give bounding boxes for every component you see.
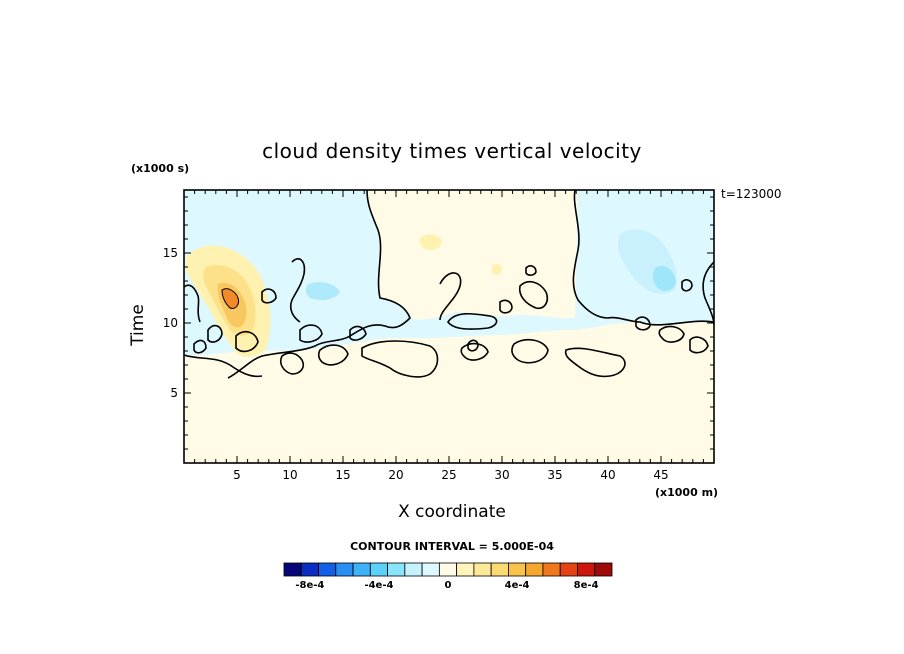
colorbar-swatch: [369, 562, 388, 577]
x-tick-label: 5: [233, 468, 241, 482]
x-axis-label: X coordinate: [398, 502, 506, 522]
x-tick-label: 45: [653, 468, 668, 482]
zero-contours: [184, 190, 714, 379]
colorbar-swatch: [456, 562, 475, 577]
colorbar-tick-label: -8e-4: [295, 580, 324, 591]
colorbar: -8e-4 -4e-4 0 4e-4 8e-4: [283, 562, 613, 591]
x-tick-label: 15: [335, 468, 350, 482]
colorbar-swatch: [577, 562, 596, 577]
colorbar-tick-label: -4e-4: [364, 580, 393, 591]
colorbar-swatch: [525, 562, 544, 577]
negative-core-right: [652, 265, 676, 291]
colorbar-swatch: [283, 562, 302, 577]
colorbar-swatch: [335, 562, 354, 577]
positive-maximum: [221, 288, 239, 309]
x-tick-label: 30: [494, 468, 509, 482]
colorbar-swatch: [387, 562, 406, 577]
colorbar-tick-label: 8e-4: [574, 580, 599, 591]
x-tick-label: 35: [547, 468, 562, 482]
y-tick-label: 5: [170, 386, 178, 400]
time-stamp: t=123000: [721, 187, 782, 201]
negative-region-left: [184, 190, 714, 356]
x-scale-note: (x1000 m): [655, 486, 719, 499]
colorbar-swatch: [594, 562, 613, 577]
x-tick-label: 20: [388, 468, 403, 482]
colorbar-swatch: [490, 562, 509, 577]
colorbar-tick-label: 0: [445, 580, 452, 591]
colorbar-swatch: [318, 562, 337, 577]
colorbar-swatch: [438, 562, 458, 577]
x-tick-label: 10: [282, 468, 297, 482]
contour-interval-label: CONTOUR INTERVAL = 5.000E-04: [350, 540, 554, 553]
axes: 5 10 15 20 25 30 35 40 45 5 10 15: [163, 190, 715, 482]
x-tick-label: 25: [441, 468, 456, 482]
y-tick-label: 15: [163, 246, 178, 260]
colorbar-swatch: [352, 562, 371, 577]
colorbar-swatch: [421, 562, 440, 577]
positive-blob-small: [492, 263, 502, 275]
colorbar-swatch: [508, 562, 527, 577]
colorbar-swatch: [559, 562, 578, 577]
y-tick-label: 10: [163, 316, 178, 330]
colorbar-tick-label: 4e-4: [505, 580, 530, 591]
chart-title: cloud density times vertical velocity: [262, 139, 642, 163]
positive-blob-upper: [419, 234, 442, 250]
colorbar-swatch: [300, 562, 319, 577]
y-scale-note: (x1000 s): [131, 162, 190, 175]
negative-core-left: [305, 282, 340, 300]
y-axis-label: Time: [128, 304, 148, 346]
colorbar-swatch: [473, 562, 492, 577]
contour-field: [184, 190, 714, 463]
colorbar-swatch: [542, 562, 561, 577]
colorbar-swatch: [404, 562, 423, 577]
x-tick-label: 40: [600, 468, 615, 482]
